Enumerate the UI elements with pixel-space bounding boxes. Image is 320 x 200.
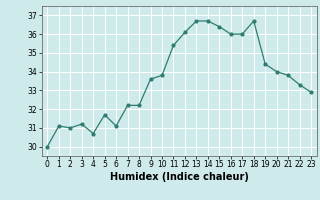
X-axis label: Humidex (Indice chaleur): Humidex (Indice chaleur) (110, 172, 249, 182)
